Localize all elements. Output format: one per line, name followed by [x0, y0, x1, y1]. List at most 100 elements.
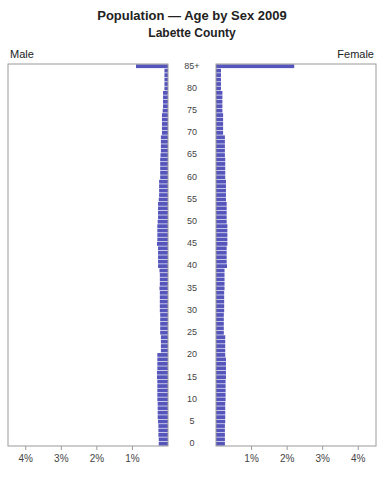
- bar: [160, 291, 168, 295]
- bar: [216, 264, 227, 268]
- bar: [216, 353, 225, 357]
- bar: [160, 309, 168, 313]
- category-labels: 0510152025303540455055606570758085+: [184, 61, 199, 449]
- bar: [159, 189, 168, 193]
- bar: [159, 437, 168, 441]
- bar: [216, 184, 226, 188]
- bar: [216, 255, 227, 259]
- category-label: 60: [187, 172, 197, 182]
- bar: [159, 184, 168, 188]
- category-label: 85+: [184, 61, 199, 71]
- panel: 1%2%3%4%Female: [216, 48, 376, 464]
- bar: [216, 140, 225, 144]
- bar: [159, 198, 168, 202]
- tick-label: 1%: [244, 453, 259, 464]
- bar: [216, 198, 226, 202]
- tick: [322, 446, 323, 450]
- bar: [216, 166, 225, 170]
- bar: [216, 406, 225, 410]
- bar: [157, 224, 168, 228]
- bar: [216, 229, 227, 233]
- bar: [216, 278, 225, 282]
- bar: [161, 344, 168, 348]
- bar: [160, 282, 168, 286]
- bar: [216, 415, 225, 419]
- bar: [216, 149, 225, 153]
- bar: [157, 229, 168, 233]
- bar: [159, 180, 168, 184]
- bar: [216, 122, 223, 126]
- tick: [251, 446, 252, 450]
- bar: [216, 215, 227, 219]
- bar: [159, 269, 168, 273]
- bar: [216, 273, 225, 277]
- bar: [216, 175, 225, 179]
- bar: [216, 251, 227, 255]
- bar: [216, 366, 226, 370]
- bar: [216, 153, 225, 157]
- bar: [216, 304, 224, 308]
- bar: [216, 295, 224, 299]
- bar: [157, 362, 168, 366]
- bar: [157, 242, 168, 246]
- category-label: 35: [187, 283, 197, 293]
- bar: [216, 113, 223, 117]
- category-label: 25: [187, 327, 197, 337]
- category-label: 75: [187, 105, 197, 115]
- bar: [216, 206, 227, 210]
- bar: [162, 113, 168, 117]
- bar: [161, 349, 168, 353]
- bar: [157, 233, 168, 237]
- bar: [160, 318, 168, 322]
- bar: [158, 260, 168, 264]
- bar: [216, 322, 224, 326]
- tick-label: 4%: [19, 453, 34, 464]
- bar: [160, 166, 168, 170]
- frame: [216, 64, 376, 446]
- bar: [216, 269, 225, 273]
- bar: [216, 331, 224, 335]
- bar: [216, 335, 225, 339]
- bar: [216, 433, 225, 437]
- bar: [216, 375, 226, 379]
- bar: [216, 78, 221, 82]
- chart: Population — Age by Sex 2009Labette Coun…: [0, 0, 384, 480]
- bar: [216, 437, 225, 441]
- bar: [157, 393, 168, 397]
- bar: [157, 375, 168, 379]
- bar: [162, 127, 168, 131]
- bar: [160, 313, 168, 317]
- bar: [158, 433, 168, 437]
- bar: [216, 282, 225, 286]
- bar: [160, 322, 168, 326]
- bar: [157, 384, 168, 388]
- bar: [216, 411, 225, 415]
- bar: [216, 384, 226, 388]
- bar: [216, 246, 227, 250]
- bar: [159, 286, 168, 290]
- bar: [216, 397, 226, 401]
- bar: [161, 149, 168, 153]
- bar: [216, 389, 226, 393]
- bar: [160, 326, 168, 330]
- bar: [164, 78, 168, 82]
- bar: [216, 224, 227, 228]
- bar: [158, 424, 168, 428]
- bar: [160, 158, 168, 162]
- bar: [216, 380, 226, 384]
- bar: [163, 91, 168, 95]
- bar: [161, 153, 168, 157]
- category-label: 65: [187, 149, 197, 159]
- bar: [164, 69, 168, 73]
- bar: [216, 238, 227, 242]
- bar: [136, 64, 168, 68]
- bar: [162, 122, 168, 126]
- tick: [25, 446, 26, 450]
- bar: [158, 206, 168, 210]
- bar: [158, 202, 168, 206]
- bar: [158, 429, 168, 433]
- bar: [216, 424, 225, 428]
- tick-label: 3%: [315, 453, 330, 464]
- bar: [159, 193, 168, 197]
- bar: [216, 73, 221, 77]
